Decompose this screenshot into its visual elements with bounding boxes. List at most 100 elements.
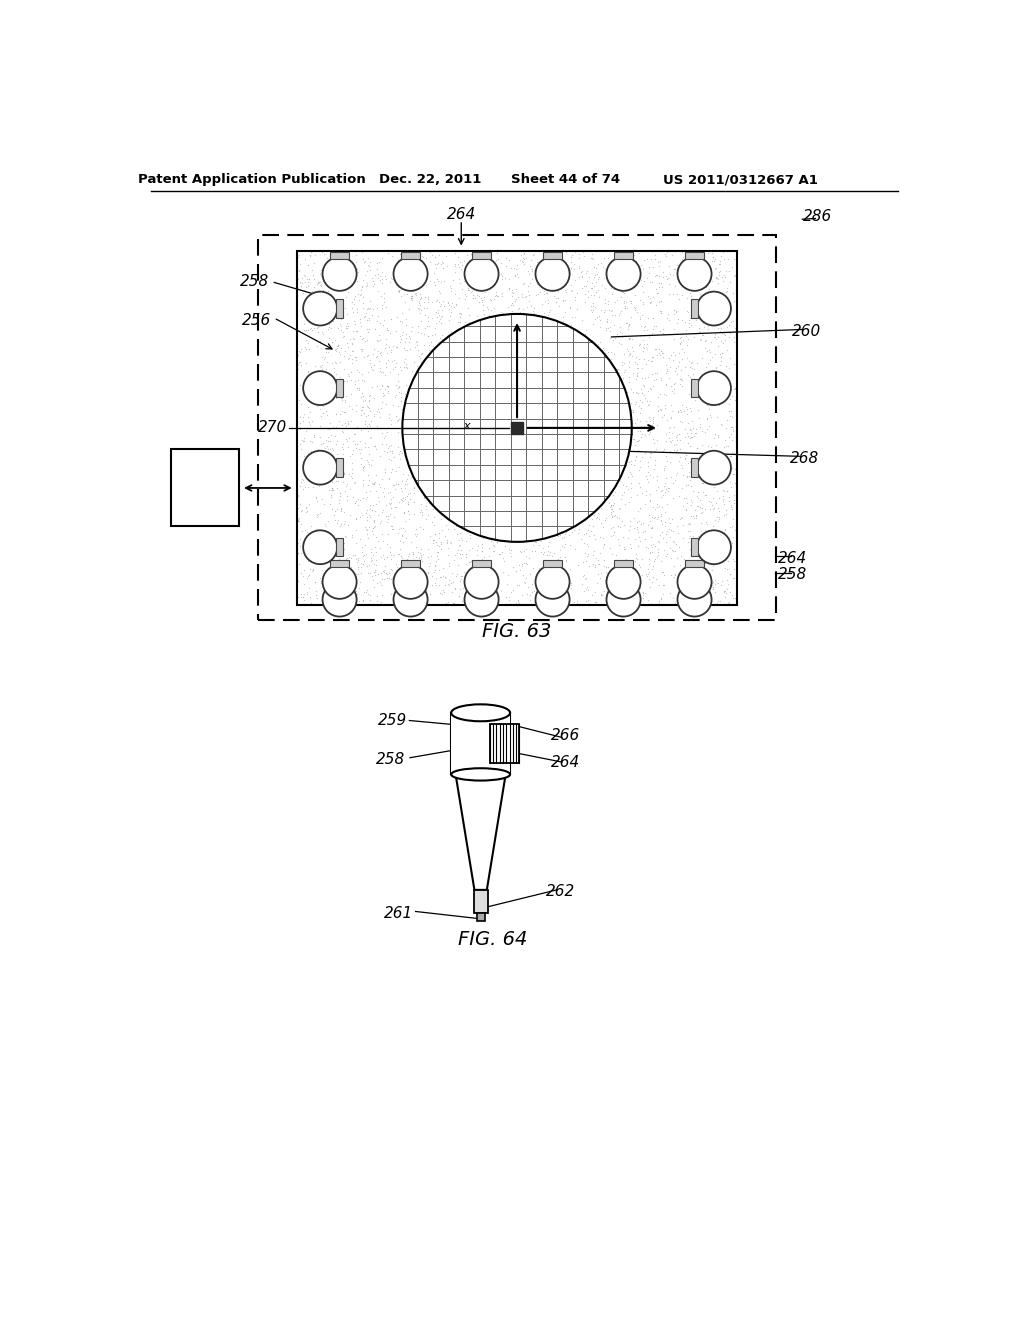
Point [564, 280, 581, 301]
Point [692, 565, 709, 586]
Point [440, 363, 457, 384]
Point [403, 557, 420, 578]
Point [478, 451, 495, 473]
Point [500, 396, 516, 417]
Point [727, 308, 743, 329]
Point [616, 272, 633, 293]
Point [693, 502, 710, 523]
Point [328, 450, 344, 471]
Point [349, 359, 366, 380]
Point [473, 376, 489, 397]
Point [490, 507, 507, 528]
Point [473, 556, 489, 577]
Point [413, 351, 429, 372]
Point [361, 297, 378, 318]
Point [430, 281, 446, 302]
Point [608, 408, 625, 429]
Point [604, 484, 621, 506]
Point [622, 343, 638, 364]
Point [447, 565, 464, 586]
Point [620, 478, 636, 499]
Point [508, 289, 524, 310]
Point [371, 401, 387, 422]
Point [305, 477, 322, 498]
Point [462, 516, 478, 537]
Point [708, 257, 724, 279]
Point [584, 273, 600, 294]
Point [421, 383, 437, 404]
Point [629, 354, 645, 375]
Point [463, 243, 479, 264]
Point [604, 449, 621, 470]
Point [672, 508, 688, 529]
Point [705, 577, 721, 598]
Point [509, 263, 525, 284]
Point [421, 458, 437, 479]
Point [609, 359, 626, 380]
Point [655, 574, 672, 595]
Point [317, 312, 334, 333]
Point [424, 445, 440, 466]
Point [436, 445, 453, 466]
Point [391, 569, 408, 590]
Point [525, 557, 542, 578]
Point [444, 562, 461, 583]
Point [435, 579, 452, 601]
Point [622, 327, 638, 348]
Point [573, 418, 590, 440]
Point [374, 392, 390, 413]
Point [657, 455, 674, 477]
Point [655, 384, 672, 405]
Point [402, 461, 419, 482]
Point [666, 304, 682, 325]
Point [401, 432, 418, 453]
Point [461, 304, 477, 325]
Point [456, 347, 472, 368]
Point [622, 515, 638, 536]
Point [507, 290, 523, 312]
Point [333, 500, 349, 521]
Point [550, 445, 566, 466]
Point [298, 496, 314, 517]
Point [713, 253, 729, 275]
Point [617, 553, 634, 574]
Point [360, 297, 377, 318]
Point [377, 393, 393, 414]
Point [711, 529, 727, 550]
Point [418, 495, 434, 516]
Point [632, 306, 648, 327]
Point [466, 343, 482, 364]
Point [366, 273, 382, 294]
Point [445, 593, 462, 614]
Point [373, 546, 389, 568]
Point [304, 298, 321, 319]
Point [719, 301, 735, 322]
Point [653, 486, 670, 507]
Point [546, 458, 562, 479]
Point [465, 346, 481, 367]
Point [650, 342, 667, 363]
Point [473, 433, 489, 454]
Point [642, 511, 658, 532]
Point [341, 546, 357, 568]
Point [569, 523, 586, 544]
Point [302, 441, 318, 462]
Point [613, 351, 630, 372]
Point [400, 405, 417, 426]
Point [302, 326, 318, 347]
Point [478, 267, 495, 288]
Point [337, 297, 353, 318]
Point [623, 451, 639, 473]
Point [694, 376, 711, 397]
Point [667, 276, 683, 297]
Point [596, 247, 612, 268]
Circle shape [697, 292, 731, 326]
Point [511, 330, 527, 351]
Point [372, 342, 388, 363]
Point [353, 338, 370, 359]
Point [435, 449, 452, 470]
Point [556, 546, 572, 568]
Point [602, 327, 618, 348]
Point [560, 364, 577, 385]
Point [669, 463, 685, 484]
